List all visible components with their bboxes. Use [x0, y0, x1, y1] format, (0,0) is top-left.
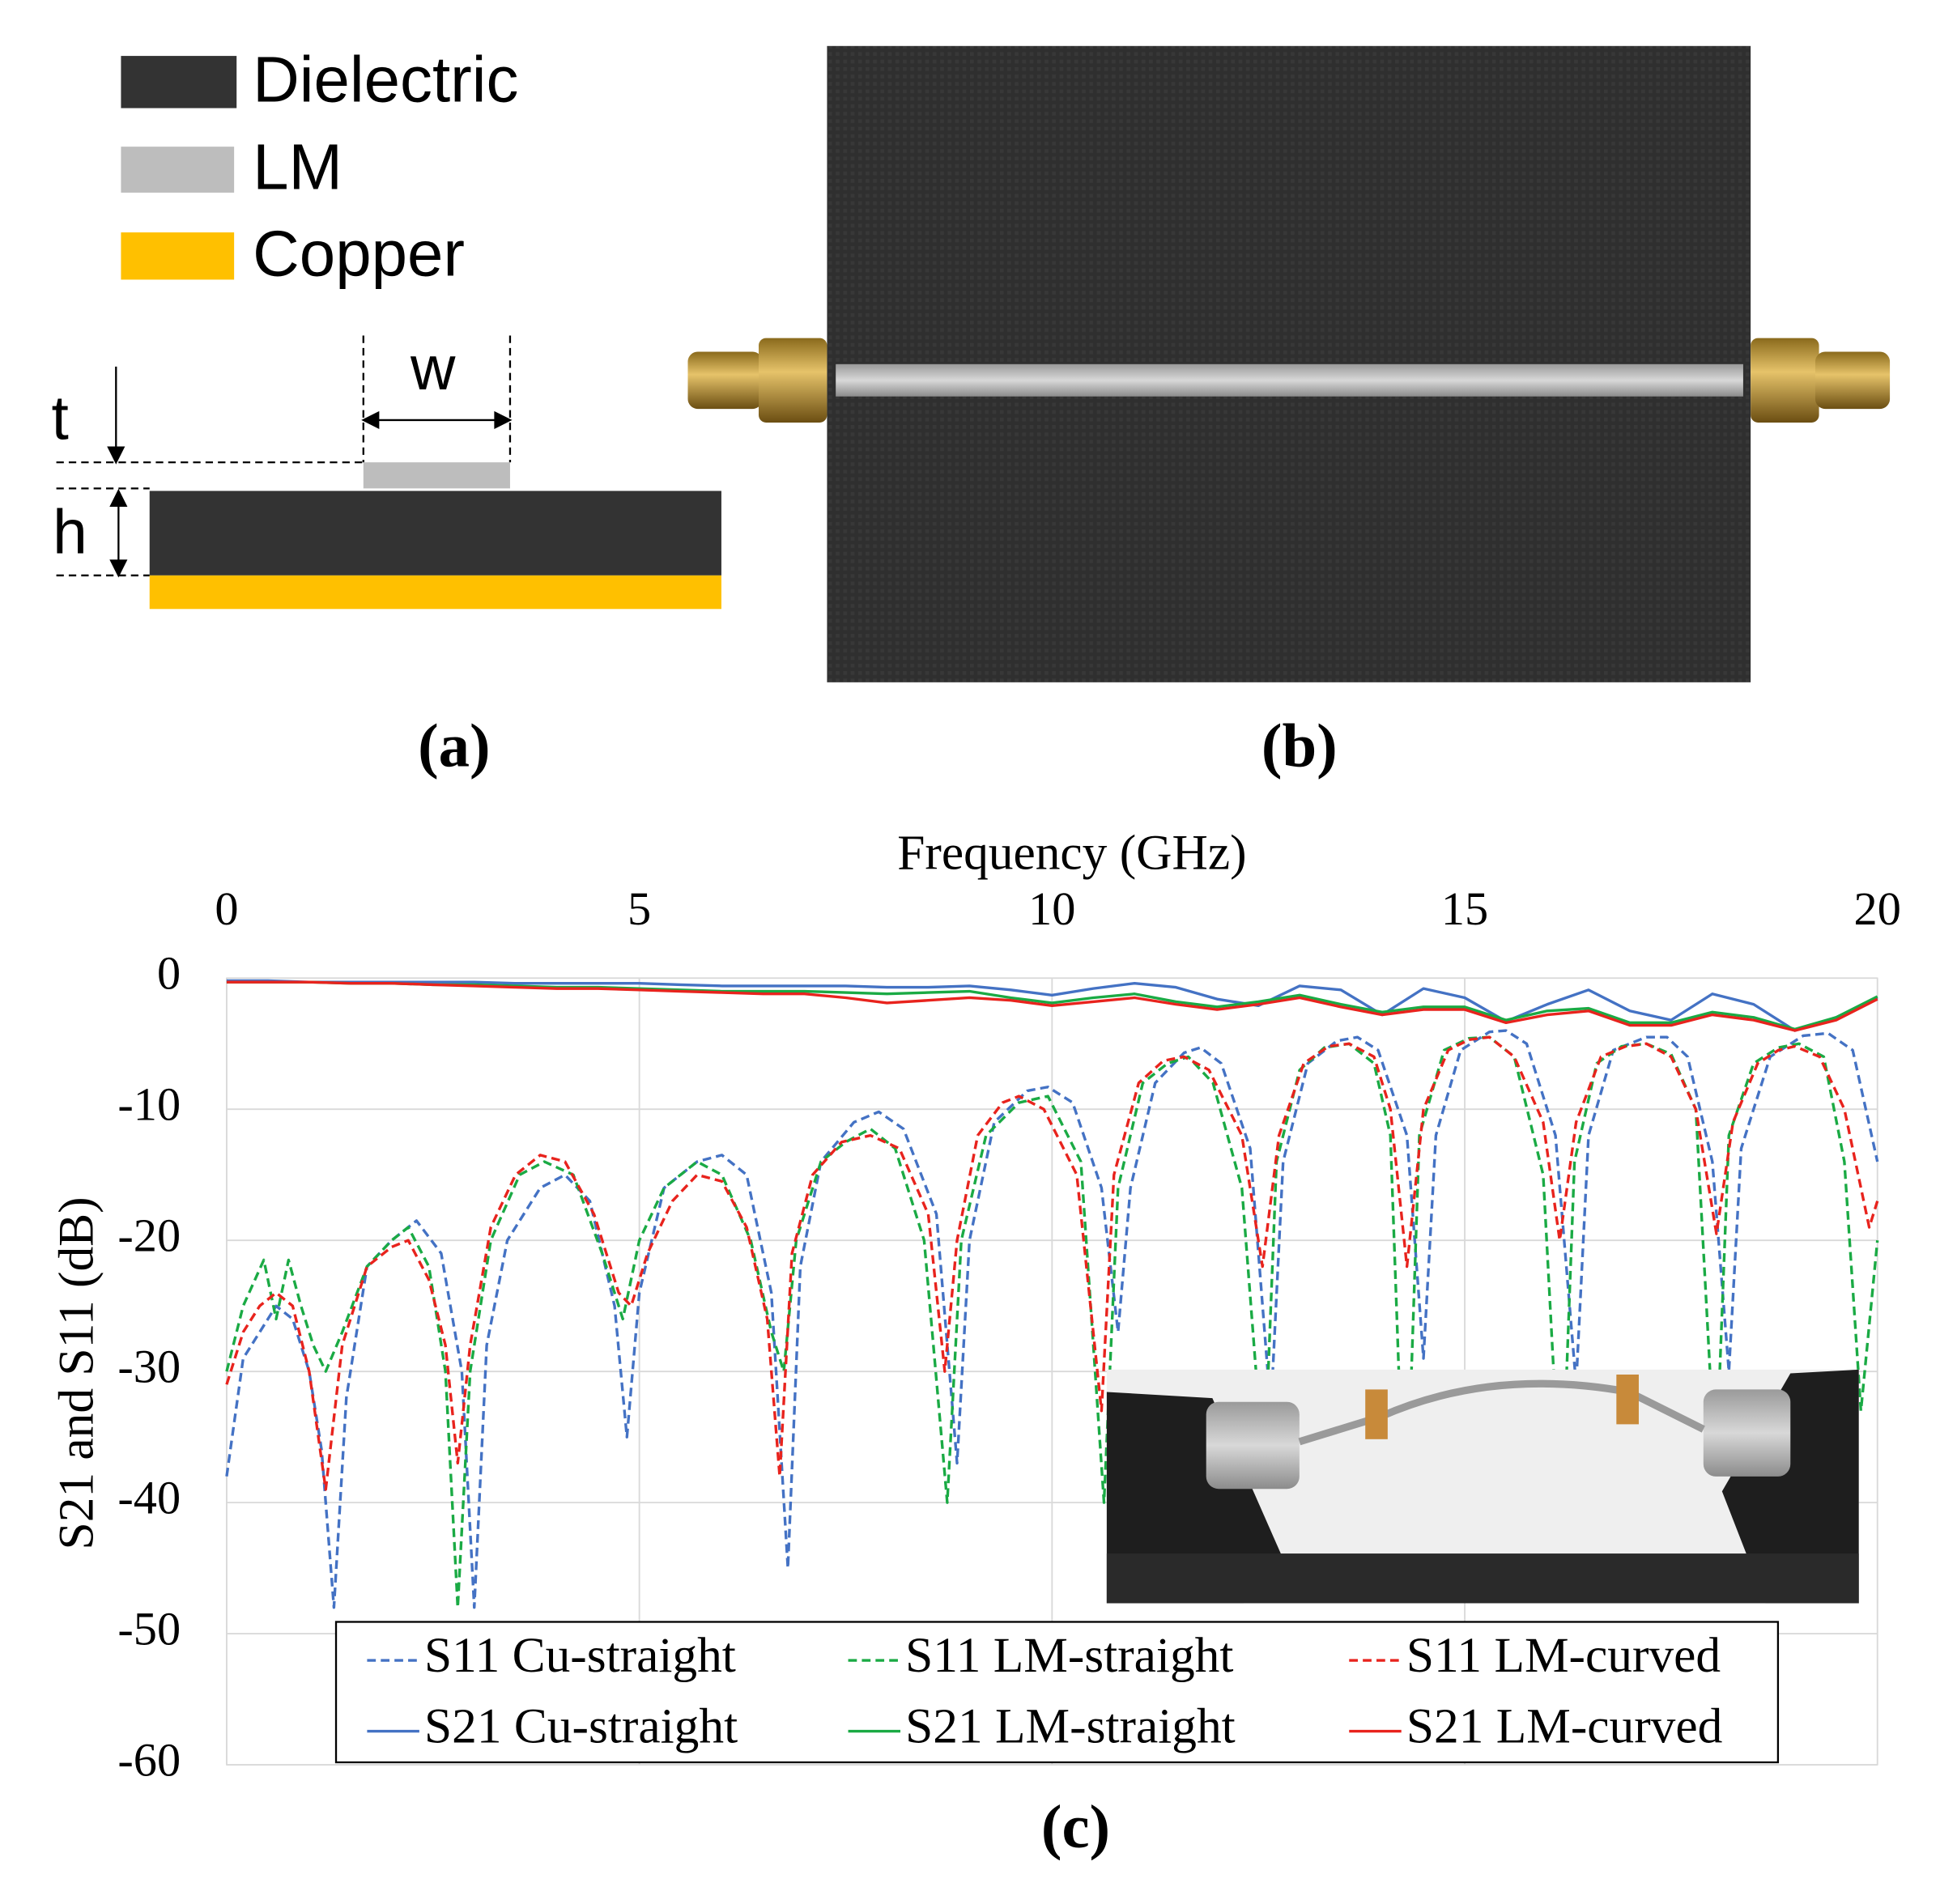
y-tick-label: -40 — [117, 1472, 181, 1524]
caption: (b) — [1261, 711, 1338, 780]
series-line — [226, 980, 1878, 1032]
y-tick-label: -10 — [117, 1078, 181, 1131]
series-line — [225, 1029, 1879, 1609]
x-tick-label: 20 — [1854, 882, 1901, 935]
legend-label: Dielectric — [253, 43, 518, 115]
copper-layer — [149, 575, 721, 610]
legend-label: S21 LM-straight — [905, 1699, 1236, 1754]
y-axis-title: S21 and S11 (dB) — [49, 1196, 104, 1549]
inset-photo — [1106, 1369, 1859, 1604]
legend-swatch — [121, 147, 235, 193]
x-tick-label: 5 — [628, 882, 651, 935]
caption: (a) — [418, 711, 491, 780]
series-line — [226, 979, 1878, 1032]
dimension-lines — [56, 335, 513, 578]
dimension-label: h — [53, 499, 87, 567]
x-tick-label: 10 — [1028, 882, 1075, 935]
dimension-label: w — [410, 334, 456, 403]
dimension-label: t — [52, 384, 69, 453]
photo-transmission-line — [687, 45, 1891, 682]
legend-label: LM — [253, 131, 342, 203]
dielectric-layer — [149, 491, 721, 576]
legend-label: S11 LM-straight — [905, 1628, 1233, 1683]
y-tick-label: -20 — [117, 1209, 181, 1262]
y-tick-label: -30 — [117, 1341, 181, 1393]
legend-swatch — [121, 56, 237, 108]
x-axis-title: Frequency (GHz) — [897, 825, 1246, 880]
legend-label: S11 LM-curved — [1406, 1628, 1721, 1683]
legend-label: S11 Cu-straight — [424, 1628, 736, 1683]
legend-box — [334, 1621, 1780, 1764]
series-line — [225, 1035, 1879, 1491]
lm-strip — [363, 462, 510, 489]
legend-label: Copper — [253, 217, 465, 289]
x-tick-label: 0 — [215, 882, 238, 935]
legend-label: S21 Cu-straight — [424, 1699, 738, 1754]
y-tick-label: -60 — [117, 1733, 181, 1786]
y-tick-label: 0 — [157, 947, 181, 1000]
legend-label: S21 LM-curved — [1406, 1699, 1722, 1754]
legend-swatch — [121, 232, 235, 280]
caption: (c) — [1041, 1792, 1110, 1861]
x-tick-label: 15 — [1441, 882, 1488, 935]
y-tick-label: -50 — [117, 1602, 181, 1655]
